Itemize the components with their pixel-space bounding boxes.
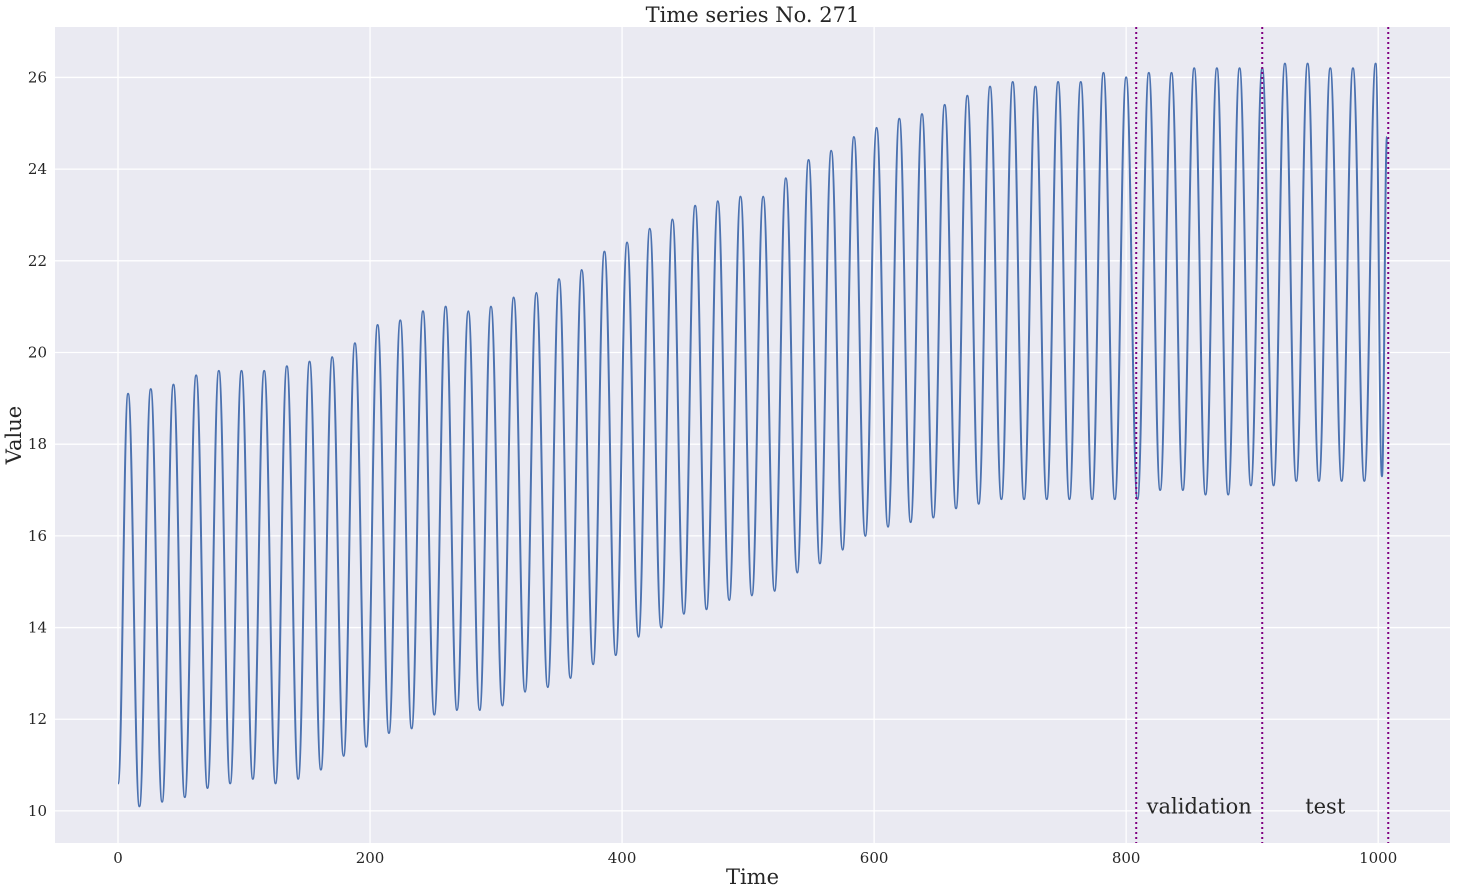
- x-axis-label: Time: [726, 865, 779, 889]
- y-tick-label: 24: [28, 160, 47, 178]
- y-tick-label: 16: [28, 527, 47, 545]
- y-tick-label: 14: [28, 619, 47, 637]
- y-tick-labels: 10 12 14 16 18 20 22 24 26: [28, 68, 47, 819]
- y-tick-label: 10: [28, 802, 47, 820]
- split-lines: validation test: [1135, 27, 1390, 843]
- region-label: test: [1305, 794, 1346, 818]
- x-tick-label: 200: [356, 849, 385, 867]
- x-tick-label: 0: [113, 849, 123, 867]
- x-tick-labels: 0 200 400 600 800 1000: [113, 849, 1397, 867]
- y-tick-label: 26: [28, 68, 47, 86]
- region-label: validation: [1146, 794, 1252, 818]
- chart-title: Time series No. 271: [646, 3, 860, 27]
- y-tick-label: 20: [28, 343, 47, 361]
- series-group: [117, 62, 1388, 808]
- x-tick-label: 600: [860, 849, 889, 867]
- x-tick-label: 1000: [1359, 849, 1397, 867]
- series-line: [117, 62, 1388, 808]
- y-gridlines: [55, 76, 1450, 812]
- plot-area: [55, 27, 1450, 843]
- y-axis-label: Value: [2, 406, 26, 465]
- y-tick-label: 18: [28, 435, 47, 453]
- y-tick-label: 12: [28, 710, 47, 728]
- x-tick-label: 800: [1112, 849, 1141, 867]
- x-tick-label: 400: [608, 849, 637, 867]
- y-tick-label: 22: [28, 252, 47, 270]
